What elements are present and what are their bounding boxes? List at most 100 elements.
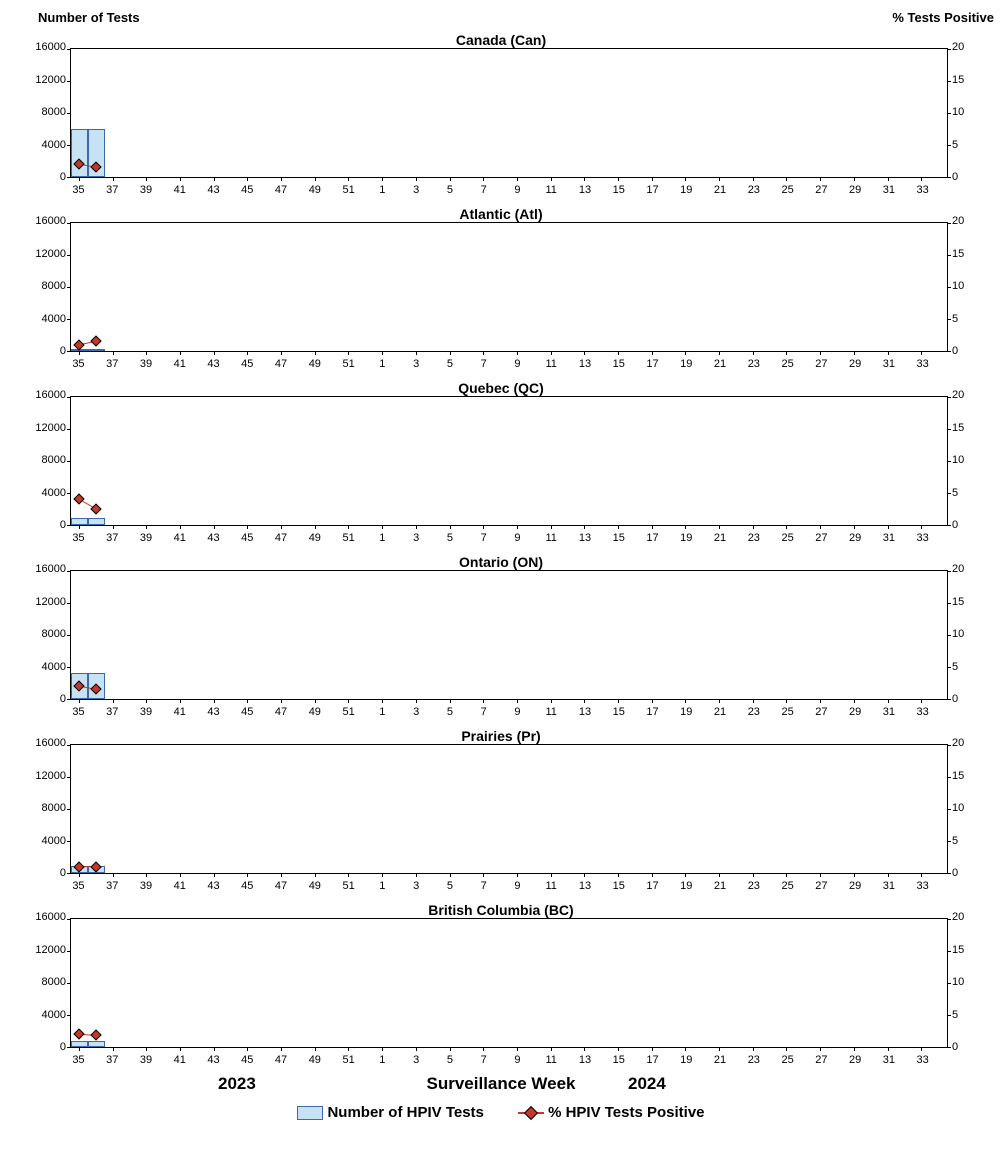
x-tick-label: 5 bbox=[447, 532, 453, 544]
pct-line bbox=[71, 223, 947, 351]
x-tick-label: 11 bbox=[545, 358, 556, 370]
y-right-tick-label: 0 bbox=[952, 867, 992, 879]
x-tick-label: 33 bbox=[917, 1054, 929, 1066]
y-right-tick-label: 10 bbox=[952, 628, 992, 640]
plot-area bbox=[70, 570, 948, 700]
y-left-tick-label: 12000 bbox=[22, 770, 66, 782]
x-tick-label: 41 bbox=[174, 1054, 186, 1066]
x-tick-label: 3 bbox=[413, 880, 419, 892]
x-tick-label: 25 bbox=[781, 532, 793, 544]
x-tick-label: 23 bbox=[748, 1054, 760, 1066]
x-tick-label: 11 bbox=[545, 706, 556, 718]
y-left-tick-label: 4000 bbox=[22, 661, 66, 673]
x-tick-label: 21 bbox=[714, 1054, 726, 1066]
x-tick-label: 31 bbox=[883, 880, 895, 892]
y-right-tick-label: 15 bbox=[952, 596, 992, 608]
x-tick-label: 45 bbox=[241, 358, 253, 370]
x-tick-label: 15 bbox=[613, 706, 625, 718]
y-left-tick-label: 16000 bbox=[22, 563, 66, 575]
x-tick-label: 29 bbox=[849, 1054, 861, 1066]
x-tick-label: 13 bbox=[579, 706, 591, 718]
x-tick-label: 43 bbox=[207, 358, 219, 370]
x-tick-label: 9 bbox=[514, 706, 520, 718]
x-tick-label: 1 bbox=[379, 706, 385, 718]
x-tick-label: 43 bbox=[207, 706, 219, 718]
x-tick-label: 27 bbox=[815, 358, 827, 370]
x-tick-label: 17 bbox=[646, 184, 658, 196]
x-tick-label: 11 bbox=[545, 184, 556, 196]
x-tick-label: 21 bbox=[714, 706, 726, 718]
y-left-tick-label: 16000 bbox=[22, 389, 66, 401]
x-tick-label: 39 bbox=[140, 532, 152, 544]
y-right-tick-label: 10 bbox=[952, 976, 992, 988]
x-tick-label: 13 bbox=[579, 358, 591, 370]
x-tick-label: 41 bbox=[174, 880, 186, 892]
y-left-tick-label: 16000 bbox=[22, 215, 66, 227]
x-tick-label: 35 bbox=[72, 880, 84, 892]
y-right-tick-label: 5 bbox=[952, 661, 992, 673]
x-tick-label: 29 bbox=[849, 706, 861, 718]
x-tick-label: 19 bbox=[680, 880, 692, 892]
chart-panel: Canada (Can)0400080001200016000051015203… bbox=[8, 30, 994, 198]
x-tick-label: 21 bbox=[714, 358, 726, 370]
plot-area bbox=[70, 396, 948, 526]
x-tick-label: 41 bbox=[174, 184, 186, 196]
x-tick-label: 5 bbox=[447, 1054, 453, 1066]
y-right-tick-label: 5 bbox=[952, 1009, 992, 1021]
x-tick-label: 45 bbox=[241, 706, 253, 718]
y-left-tick-label: 0 bbox=[22, 867, 66, 879]
x-tick-label: 49 bbox=[309, 880, 321, 892]
x-tick-label: 31 bbox=[883, 184, 895, 196]
footer-labels: 2023 Surveillance Week 2024 bbox=[8, 1074, 994, 1100]
y-left-tick-label: 0 bbox=[22, 1041, 66, 1053]
x-tick-label: 27 bbox=[815, 1054, 827, 1066]
x-tick-label: 29 bbox=[849, 358, 861, 370]
chart-panel: Ontario (ON)0400080001200016000051015203… bbox=[8, 552, 994, 720]
x-tick-label: 13 bbox=[579, 880, 591, 892]
x-tick-label: 23 bbox=[748, 880, 760, 892]
x-axis-title: Surveillance Week bbox=[8, 1074, 994, 1094]
x-tick-label: 1 bbox=[379, 184, 385, 196]
x-tick-label: 37 bbox=[106, 358, 118, 370]
x-tick-label: 13 bbox=[579, 1054, 591, 1066]
x-tick-label: 39 bbox=[140, 1054, 152, 1066]
x-tick-label: 3 bbox=[413, 184, 419, 196]
y-left-tick-label: 12000 bbox=[22, 596, 66, 608]
x-tick-label: 35 bbox=[72, 706, 84, 718]
x-tick-label: 37 bbox=[106, 532, 118, 544]
x-tick-label: 35 bbox=[72, 184, 84, 196]
pct-line bbox=[71, 745, 947, 873]
y-left-tick-label: 16000 bbox=[22, 911, 66, 923]
x-tick-label: 39 bbox=[140, 184, 152, 196]
pct-line bbox=[71, 571, 947, 699]
x-tick-label: 31 bbox=[883, 706, 895, 718]
x-tick-label: 15 bbox=[613, 358, 625, 370]
y-left-tick-label: 8000 bbox=[22, 802, 66, 814]
panel-title: Ontario (ON) bbox=[8, 554, 994, 570]
x-tick-label: 19 bbox=[680, 1054, 692, 1066]
y-left-tick-label: 4000 bbox=[22, 487, 66, 499]
x-tick-label: 9 bbox=[514, 358, 520, 370]
x-tick-label: 11 bbox=[545, 532, 556, 544]
x-tick-label: 23 bbox=[748, 358, 760, 370]
x-tick-label: 7 bbox=[481, 880, 487, 892]
y-right-tick-label: 20 bbox=[952, 389, 992, 401]
x-tick-label: 29 bbox=[849, 880, 861, 892]
x-tick-label: 43 bbox=[207, 532, 219, 544]
y-right-tick-label: 15 bbox=[952, 248, 992, 260]
x-tick-label: 21 bbox=[714, 184, 726, 196]
x-tick-label: 19 bbox=[680, 358, 692, 370]
y-right-tick-label: 10 bbox=[952, 106, 992, 118]
y-left-tick-label: 4000 bbox=[22, 1009, 66, 1021]
x-tick-label: 15 bbox=[613, 184, 625, 196]
pct-line bbox=[71, 49, 947, 177]
x-tick-label: 51 bbox=[342, 706, 354, 718]
x-tick-label: 5 bbox=[447, 706, 453, 718]
x-tick-label: 33 bbox=[917, 706, 929, 718]
x-tick-label: 9 bbox=[514, 532, 520, 544]
x-tick-label: 19 bbox=[680, 706, 692, 718]
legend-swatch-line bbox=[518, 1112, 544, 1114]
y-right-tick-label: 5 bbox=[952, 487, 992, 499]
x-tick-label: 25 bbox=[781, 1054, 793, 1066]
pct-line bbox=[71, 397, 947, 525]
